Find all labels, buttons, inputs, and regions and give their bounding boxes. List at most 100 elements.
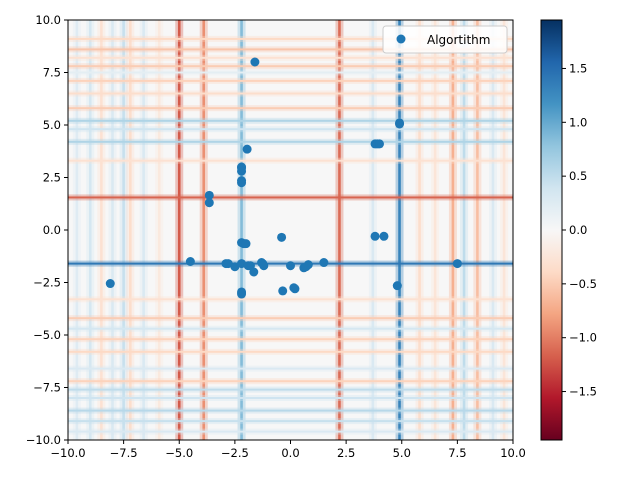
scatter-point — [185, 257, 195, 266]
heatmap-hband — [68, 37, 513, 40]
heatmap-hband — [68, 350, 513, 353]
heatmap-hband — [68, 119, 513, 122]
y-tick-label: −2.5 — [33, 276, 61, 290]
heatmap-vband — [111, 20, 114, 440]
scatter-point — [237, 289, 247, 299]
heatmap-hband — [68, 140, 513, 143]
scatter-point — [392, 281, 402, 291]
x-tick-label: −2.5 — [221, 446, 249, 460]
colorbar-gradient — [540, 19, 563, 441]
heatmap-hband — [68, 388, 513, 391]
heatmap-hband — [68, 56, 513, 59]
heatmap-hband — [68, 298, 513, 301]
heatmap-hband — [68, 79, 513, 82]
legend: Algortithm — [382, 25, 508, 54]
y-tick-label: −7.5 — [33, 381, 61, 395]
colorbar-tick-label: 0.5 — [569, 169, 587, 183]
y-tick-label: 2.5 — [43, 171, 61, 185]
x-tick-label: −5.0 — [165, 446, 193, 460]
heatmap-hband — [68, 420, 513, 423]
heatmap-vband — [462, 20, 466, 440]
scatter-point — [375, 139, 384, 149]
heatmap-vband — [100, 20, 103, 440]
legend-box — [382, 25, 508, 54]
scatter-point — [241, 239, 251, 249]
heatmap-hband — [68, 327, 513, 330]
heatmap-hband — [68, 107, 513, 110]
scatter-point — [379, 231, 389, 241]
heatmap-vband — [142, 20, 145, 440]
scatter-point — [290, 284, 300, 294]
scatter-point — [278, 286, 288, 296]
plot-background — [68, 20, 513, 440]
heatmap-hband — [68, 397, 513, 399]
y-tick-label: 10.0 — [35, 13, 61, 27]
scatter-point — [303, 260, 313, 270]
heatmap-hband — [68, 128, 513, 131]
scatter-point — [242, 144, 252, 154]
legend-label: Algortithm — [427, 33, 490, 47]
heatmap-vband — [177, 20, 181, 440]
heatmap-vband — [502, 20, 506, 440]
colorbar-tick-label: 1.5 — [569, 61, 587, 75]
scatter-point — [259, 261, 269, 271]
x-tick-label: 10.0 — [500, 446, 526, 460]
x-tick-label: −7.5 — [110, 446, 138, 460]
heatmap-hband — [68, 196, 513, 199]
heatmap-hband — [68, 409, 513, 412]
colorbar-tick-label: 0.0 — [569, 223, 587, 237]
scatter-point — [395, 118, 405, 128]
heatmap-vband — [88, 20, 92, 440]
scatter-point — [286, 261, 295, 271]
x-tick-label: 7.5 — [448, 446, 466, 460]
heatmap-vband — [75, 20, 79, 440]
heatmap-hband — [68, 338, 513, 341]
scatter-point — [277, 232, 287, 242]
heatmap-vband — [371, 20, 375, 440]
scatter-point — [230, 262, 240, 272]
heatmap-vband — [202, 20, 206, 440]
heatmap-vband — [240, 20, 243, 440]
scatter-point — [370, 231, 380, 241]
legend-marker — [396, 34, 406, 44]
x-tick-label: 2.5 — [337, 446, 355, 460]
plot-area: −10.0 −7.5 −5.0 −2.5 0.0 2.5 5.0 7.5 10.0 −10.0−… — [26, 13, 526, 460]
y-axis-ticks: −10.0 −7.5 −5.0 −2.5 0.0 2.5 5.0 7.5 10.0 — [26, 13, 68, 447]
heatmap-hband — [68, 380, 513, 383]
scatter-point — [237, 166, 247, 176]
heatmap-hband — [68, 159, 513, 162]
colorbar-ticks: −1.5 −1.0 −0.5 0.0 0.5 1.0 1.5 — [562, 61, 597, 399]
y-tick-label: 5.0 — [43, 118, 61, 132]
scatter-point — [319, 258, 329, 268]
scatter-point — [204, 190, 214, 200]
x-axis-ticks: −10.0 −7.5 −5.0 −2.5 0.0 2.5 5.0 7.5 10.0 — [50, 440, 526, 460]
scatter-point — [105, 279, 115, 289]
colorbar: −1.5 −1.0 −0.5 0.0 0.5 1.0 1.5 — [540, 19, 597, 441]
heatmap-hband — [68, 430, 513, 433]
x-tick-label: 5.0 — [393, 446, 411, 460]
heatmap-hband — [68, 367, 513, 370]
heatmap-vband — [122, 20, 125, 440]
scatter-point — [452, 259, 462, 269]
y-tick-label: 7.5 — [43, 66, 61, 80]
colorbar-tick-label: 1.0 — [569, 115, 587, 129]
scatter-point — [249, 267, 259, 277]
heatmap-hband — [68, 65, 513, 68]
heatmap-vband — [418, 20, 421, 440]
heatmap-vband — [129, 20, 132, 440]
heatmap-hband — [68, 92, 513, 95]
scatter-point — [250, 57, 260, 67]
heatmap-hband — [68, 48, 513, 51]
heatmap-vband — [491, 20, 495, 440]
scatter-point — [237, 178, 247, 188]
colorbar-tick-label: −0.5 — [569, 277, 597, 291]
scatter-point — [204, 198, 214, 208]
heatmap-vband — [451, 20, 455, 440]
heatmap-hband — [68, 317, 513, 320]
colorbar-tick-label: −1.5 — [569, 385, 597, 399]
heatmap-vband — [398, 20, 401, 440]
scatter-point — [223, 259, 233, 269]
heatmap-vband — [433, 20, 437, 440]
heatmap-vband — [157, 20, 161, 440]
